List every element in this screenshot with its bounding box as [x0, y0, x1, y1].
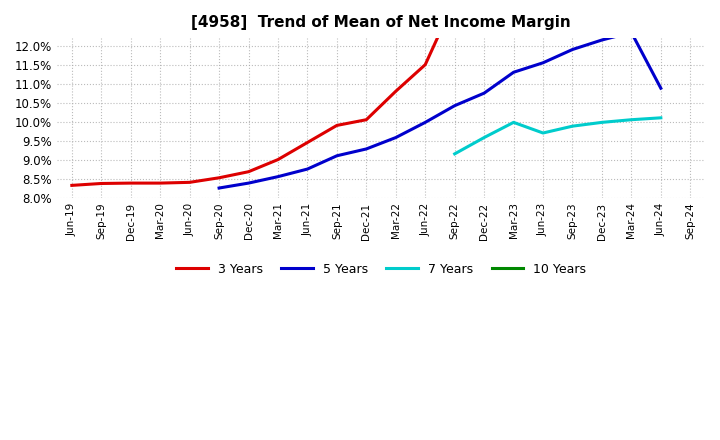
3 Years — [274, 157, 282, 162]
7 Years — [627, 117, 636, 122]
3 Years — [215, 175, 223, 180]
3 Years — [333, 123, 341, 128]
7 Years — [598, 120, 606, 125]
Legend: 3 Years, 5 Years, 7 Years, 10 Years: 3 Years, 5 Years, 7 Years, 10 Years — [171, 257, 591, 281]
7 Years — [539, 130, 547, 136]
5 Years — [539, 60, 547, 66]
3 Years — [392, 88, 400, 94]
7 Years — [480, 135, 488, 140]
5 Years — [362, 146, 371, 151]
5 Years — [274, 174, 282, 179]
7 Years — [657, 115, 665, 121]
7 Years — [509, 120, 518, 125]
5 Years — [657, 85, 665, 91]
5 Years — [244, 180, 253, 186]
3 Years — [450, 0, 459, 3]
3 Years — [244, 169, 253, 174]
3 Years — [97, 181, 106, 186]
3 Years — [156, 180, 164, 186]
5 Years — [627, 30, 636, 35]
7 Years — [568, 124, 577, 129]
3 Years — [185, 180, 194, 185]
3 Years — [421, 62, 430, 67]
5 Years — [303, 166, 312, 172]
5 Years — [509, 70, 518, 75]
5 Years — [215, 185, 223, 191]
Line: 5 Years: 5 Years — [219, 33, 661, 188]
3 Years — [68, 183, 76, 188]
3 Years — [362, 117, 371, 122]
5 Years — [480, 91, 488, 96]
5 Years — [333, 153, 341, 158]
7 Years — [450, 151, 459, 157]
Line: 7 Years: 7 Years — [454, 118, 661, 154]
5 Years — [450, 103, 459, 108]
5 Years — [568, 47, 577, 52]
3 Years — [127, 180, 135, 186]
5 Years — [392, 135, 400, 140]
5 Years — [598, 37, 606, 43]
Line: 3 Years: 3 Years — [72, 0, 661, 185]
5 Years — [421, 120, 430, 125]
3 Years — [303, 140, 312, 145]
Title: [4958]  Trend of Mean of Net Income Margin: [4958] Trend of Mean of Net Income Margi… — [192, 15, 571, 30]
